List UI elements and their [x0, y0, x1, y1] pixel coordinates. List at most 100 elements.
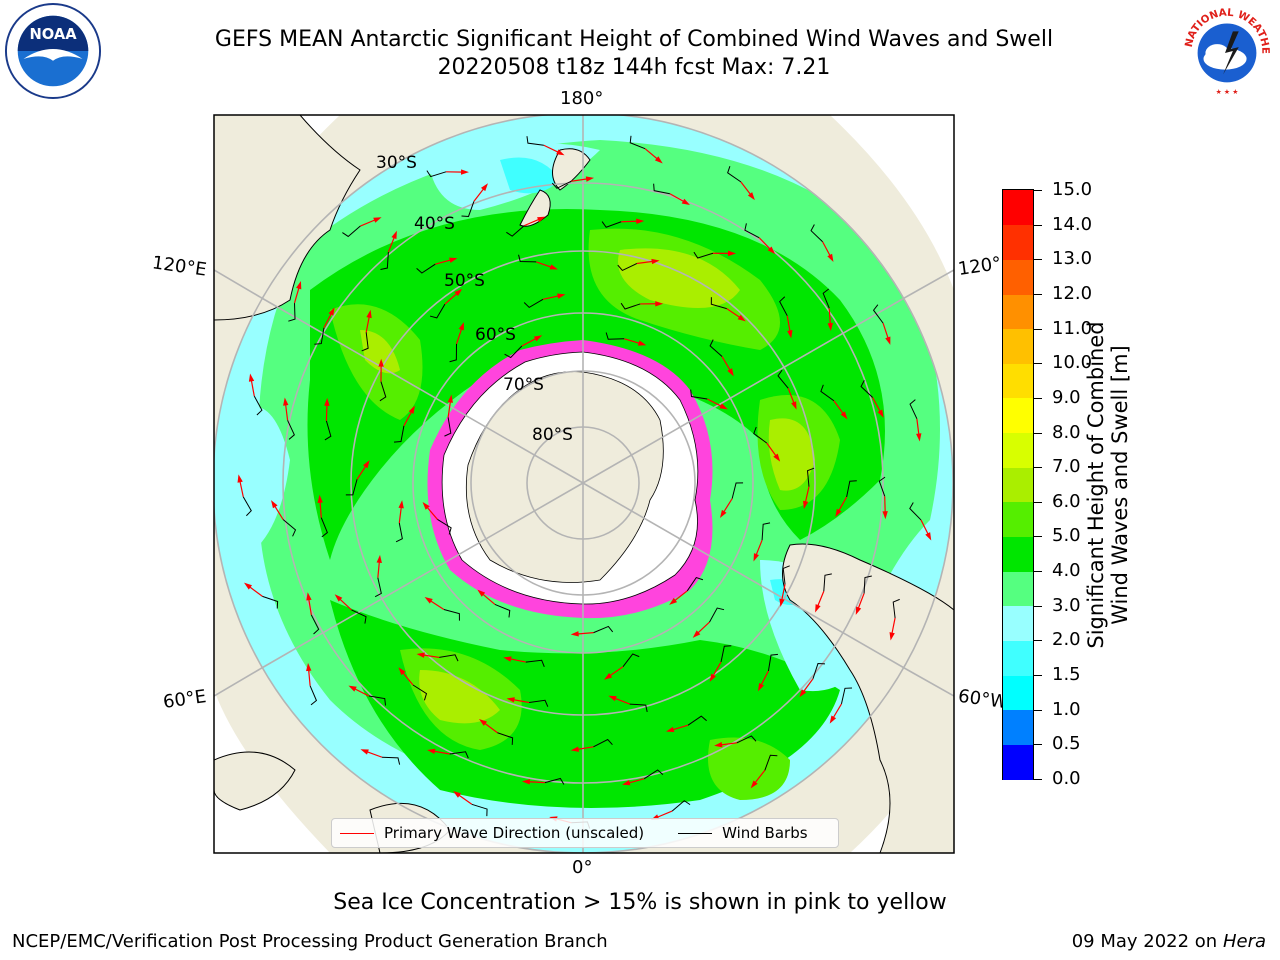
wave-direction-arrowhead: [398, 500, 404, 509]
wave-direction-arrow: [307, 597, 312, 616]
wind-barb: [523, 298, 544, 309]
wind-barb: [764, 754, 778, 771]
wind-barb: [393, 425, 405, 443]
wave-direction-arrowhead: [408, 405, 415, 414]
wave-direction-arrowhead: [714, 742, 723, 748]
wave-direction-arrowhead: [447, 394, 453, 403]
lon-label-180: 180°: [560, 88, 604, 109]
wave-direction-arrow: [293, 285, 301, 304]
wave-direction-arrow: [759, 670, 769, 688]
colorbar-tick-label: 14.0: [1052, 213, 1093, 235]
wave-direction-arrow: [377, 559, 381, 578]
colorbar-tick-label: 13.0: [1052, 248, 1093, 270]
wind-barb: [437, 519, 452, 535]
wind-barb: [622, 653, 640, 668]
wave-direction-arrowhead: [398, 667, 406, 676]
wave-direction-arrow: [884, 496, 886, 515]
wave-direction-arrowhead: [803, 500, 809, 510]
wave-direction-arrow: [360, 218, 378, 227]
colorbar-tick-label: 4.0: [1052, 560, 1081, 582]
map-legend: Primary Wave Direction (unscaled) Wind B…: [331, 818, 839, 848]
colorbar-tick-label: 10.0: [1052, 352, 1093, 374]
wave-direction-arrowhead: [835, 508, 842, 517]
wave-direction-arrow: [621, 220, 640, 223]
wind-barb: [429, 303, 446, 319]
wind-barb: [806, 467, 815, 487]
wave-direction-arrow: [828, 308, 832, 327]
wave-direction-arrowhead: [533, 335, 543, 342]
wave-direction-arrow: [721, 356, 732, 373]
wave-direction-arrowhead: [366, 309, 372, 319]
wind-barb: [753, 426, 767, 444]
wind-barb: [593, 738, 613, 748]
wave-direction-arrowhead: [750, 780, 758, 789]
wave-direction-arrow: [325, 402, 328, 421]
wind-barb: [506, 225, 525, 237]
wave-direction-arrowhead: [454, 288, 463, 297]
wave-direction-arrowhead: [317, 494, 323, 503]
wind-barb: [593, 625, 614, 634]
wave-direction-arrowhead: [503, 656, 512, 662]
colorbar-segment: [1003, 259, 1033, 295]
wave-direction-arrowhead: [855, 606, 862, 615]
wave-direction-arrow: [833, 400, 845, 416]
wave-direction-arrowhead: [244, 582, 252, 590]
wind-barb: [504, 345, 523, 359]
wave-direction-arrowhead: [669, 597, 678, 605]
wave-direction-arrow: [337, 597, 352, 611]
wave-direction-arrow: [444, 291, 459, 305]
colorbar-segment: [1003, 397, 1033, 434]
wind-barb: [314, 327, 325, 345]
wind-barb: [253, 395, 263, 416]
wave-direction-arrowhead: [479, 719, 488, 726]
colorbar-segment: [1003, 363, 1033, 399]
wind-barb: [863, 575, 872, 594]
wind-barb: [444, 417, 452, 437]
wave-direction-arrowhead: [306, 592, 312, 601]
wave-direction-arrowhead: [449, 257, 458, 263]
wind-barb: [846, 480, 857, 498]
wind-barb: [617, 263, 638, 272]
graticule: [214, 115, 954, 853]
colorbar-tick-label: 15.0: [1052, 179, 1093, 200]
wind-barb: [810, 224, 823, 243]
wind-barb: [812, 663, 825, 679]
nws-logo-icon: NATIONAL WEATHER SERVICE ★ ★ ★: [1178, 2, 1275, 99]
wave-direction-arrowhead: [767, 246, 776, 255]
wave-direction-arrowhead: [827, 253, 834, 263]
wind-barb: [860, 380, 873, 398]
wave-direction-arrowhead: [889, 632, 895, 641]
wave-direction-arrow: [831, 703, 842, 720]
colorbar-tick-label: 0.5: [1052, 733, 1081, 755]
wind-barb: [629, 703, 648, 713]
wave-direction-arrow: [636, 260, 655, 265]
wave-direction-arrowhead: [248, 373, 255, 382]
wind-barb: [525, 659, 545, 667]
wind-barb: [494, 603, 511, 618]
wave-direction-arrowhead: [727, 368, 734, 377]
wave-direction-arrowhead: [925, 532, 932, 541]
colorbar-segment: [1003, 605, 1033, 641]
wave-direction-arrow: [428, 599, 445, 610]
wave-direction-arrow: [837, 496, 848, 513]
footer-credit: NCEP/EMC/Verification Post Processing Pr…: [12, 931, 608, 952]
wind-barb: [693, 251, 714, 259]
wave-direction-arrow: [543, 144, 561, 154]
legend-label-wave: Primary Wave Direction (unscaled): [384, 824, 645, 842]
colorbar-segment: [1003, 744, 1033, 780]
wind-barb: [351, 609, 367, 624]
colorbar-tick-mark: [1034, 293, 1042, 295]
wind-barb: [779, 296, 788, 316]
wave-direction-arrowhead: [283, 397, 289, 406]
wave-direction-arrowhead: [636, 218, 645, 224]
wave-direction-arrow: [753, 769, 766, 785]
wave-direction-arrowhead: [827, 322, 833, 332]
wave-direction-arrowhead: [882, 511, 888, 520]
wave-direction-arrowhead: [791, 401, 797, 410]
wind-barb: [439, 654, 459, 662]
chart-subtitle: 20220508 t18z 144h fcst Max: 7.21: [437, 55, 831, 80]
colorbar-tick-mark: [1034, 640, 1042, 642]
wind-barb: [872, 304, 884, 324]
wave-direction-arrow: [526, 781, 545, 784]
legend-swatch-barbs: [678, 832, 713, 834]
